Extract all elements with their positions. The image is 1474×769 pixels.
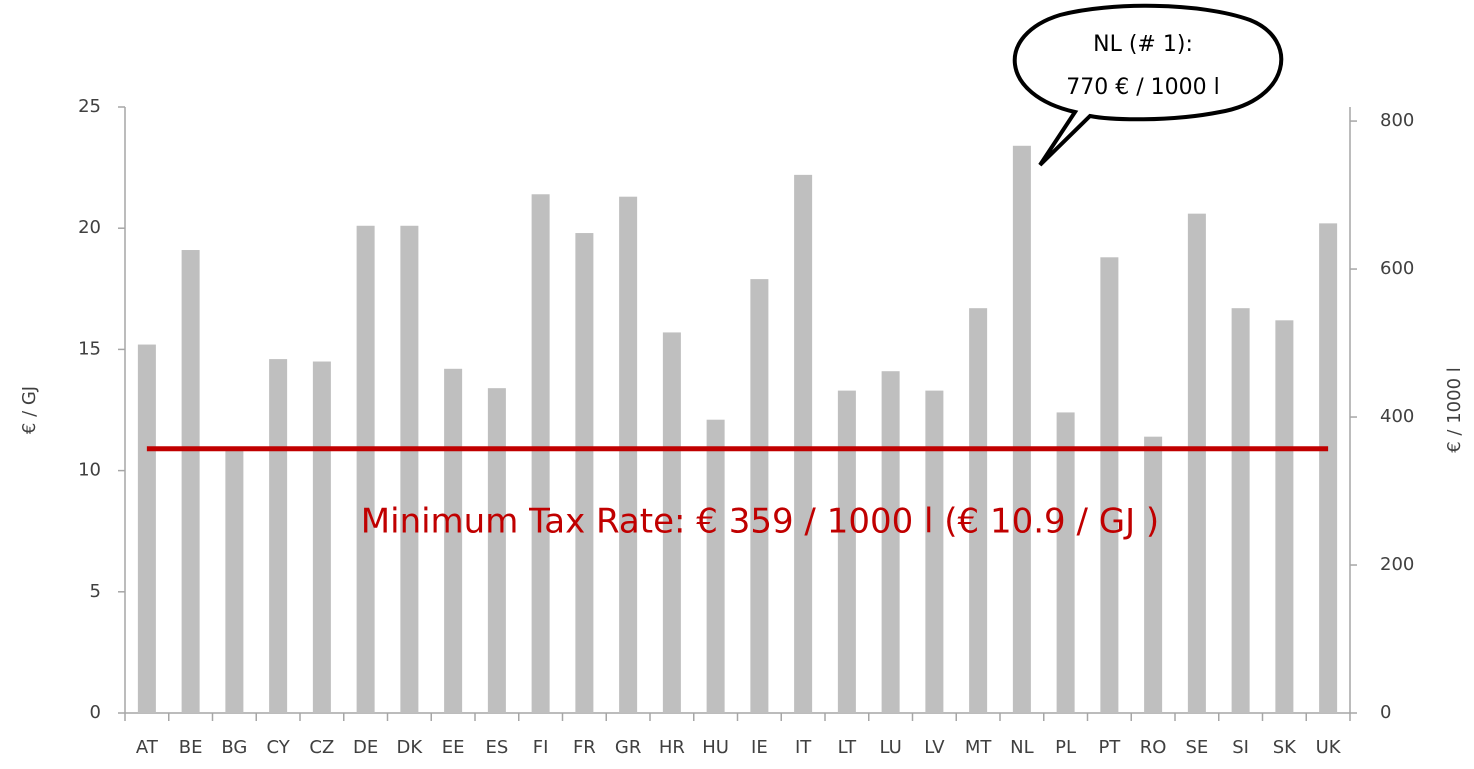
x-tick-label: CY <box>267 737 291 758</box>
y-tick-label: 0 <box>90 702 101 723</box>
y-tick-label: 5 <box>90 581 101 602</box>
bar <box>181 250 200 714</box>
x-tick-label: LU <box>879 737 901 758</box>
bar <box>137 344 156 713</box>
bar <box>356 225 375 713</box>
x-tick-label: IE <box>751 737 768 758</box>
x-tick-label: UK <box>1316 737 1342 758</box>
callout-bubble <box>1012 3 1284 167</box>
bar <box>1187 213 1206 713</box>
bar <box>619 196 638 714</box>
bar <box>225 448 244 713</box>
bar <box>969 308 988 713</box>
x-tick-label: RO <box>1140 737 1167 758</box>
bar <box>312 361 331 713</box>
bar <box>1144 436 1163 713</box>
x-tick-label: MT <box>965 737 993 758</box>
x-tick-label: LV <box>924 737 945 758</box>
x-tick-label: PT <box>1098 737 1121 758</box>
y2-tick-label: 200 <box>1380 554 1414 575</box>
bar <box>575 233 594 713</box>
bar <box>1100 257 1119 713</box>
x-tick-label: FR <box>573 737 596 758</box>
y2-tick-label: 400 <box>1380 406 1414 427</box>
bar <box>750 279 769 713</box>
bar <box>1275 320 1294 713</box>
y-tick-label: 15 <box>78 338 101 359</box>
bar <box>881 371 900 713</box>
y-axis-label: € / GJ <box>19 386 40 434</box>
bar <box>487 388 506 713</box>
x-tick-label: HR <box>659 737 685 758</box>
x-tick-label: IT <box>795 737 812 758</box>
x-tick-label: DE <box>353 737 378 758</box>
x-tick-label: SE <box>1185 737 1208 758</box>
bar <box>706 419 725 713</box>
bar <box>662 332 681 713</box>
reference-label: Minimum Tax Rate: € 359 / 1000 l (€ 10.9… <box>361 502 1159 542</box>
bar <box>1056 412 1075 713</box>
bar <box>794 174 813 713</box>
y-tick-label: 10 <box>78 460 101 481</box>
y2-tick-label: 800 <box>1380 110 1414 131</box>
y2-axis-label: € / 1000 l <box>1444 367 1465 453</box>
x-tick-label: LT <box>838 737 858 758</box>
callout-text: NL (# 1): <box>1093 32 1193 57</box>
x-tick-label: EE <box>442 737 465 758</box>
y-tick-label: 20 <box>78 217 101 238</box>
x-tick-label: CZ <box>309 737 334 758</box>
x-tick-label: PL <box>1055 737 1076 758</box>
y2-tick-label: 0 <box>1380 702 1391 723</box>
bar <box>531 194 550 713</box>
y-tick-label: 25 <box>78 96 101 117</box>
x-tick-label: SK <box>1273 737 1297 758</box>
x-tick-label: FI <box>533 737 549 758</box>
x-tick-label: AT <box>136 737 159 758</box>
callout-text: 770 € / 1000 l <box>1066 75 1219 100</box>
bar <box>925 390 944 713</box>
bar <box>400 225 419 713</box>
bar <box>1231 308 1250 713</box>
bar <box>1319 223 1338 714</box>
x-tick-label: DK <box>397 737 424 758</box>
bar <box>444 368 463 713</box>
x-tick-label: BE <box>179 737 203 758</box>
bar <box>1012 145 1031 713</box>
bar <box>837 390 856 713</box>
x-tick-label: NL <box>1010 737 1034 758</box>
bar <box>269 359 288 713</box>
y2-tick-label: 600 <box>1380 258 1414 279</box>
x-tick-label: BG <box>221 737 247 758</box>
x-tick-label: SI <box>1232 737 1249 758</box>
x-tick-label: HU <box>702 737 729 758</box>
x-tick-label: ES <box>485 737 508 758</box>
x-tick-label: GR <box>615 737 641 758</box>
